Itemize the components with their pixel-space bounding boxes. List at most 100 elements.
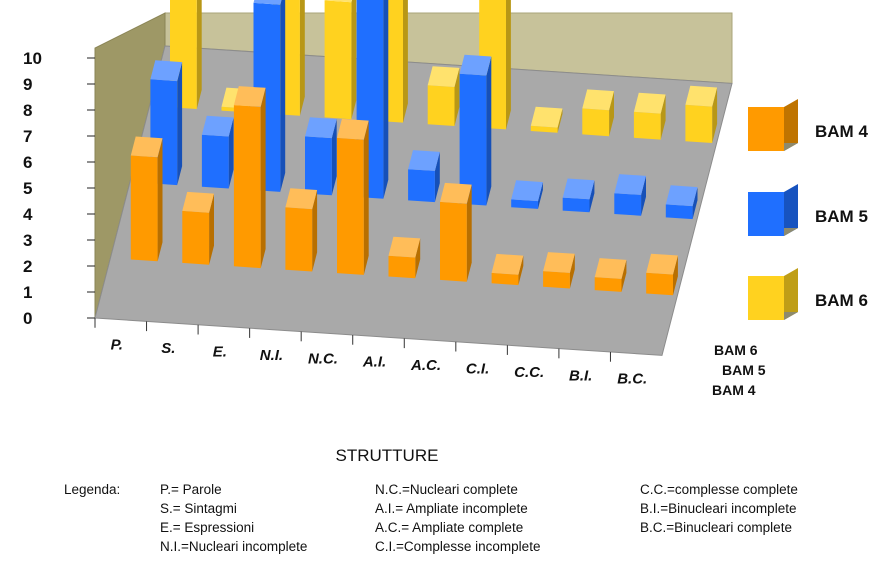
- bar-side: [196, 0, 202, 109]
- y-tick-label: 9: [23, 75, 32, 94]
- bar-top: [233, 86, 266, 107]
- abbreviation-key: Legenda: P.= Parole S.= Sintagmi E.= Espres…: [64, 482, 798, 554]
- legenda-entry: E.= Espressioni: [160, 520, 254, 535]
- bar-side: [383, 0, 389, 199]
- depth-label: BAM 4: [712, 382, 756, 398]
- legend-item-bam-6: BAM 6: [748, 268, 868, 320]
- bar-bam-5-bc: [665, 185, 698, 220]
- bar-bam-5-s: [201, 115, 234, 189]
- y-tick-label: 5: [23, 179, 32, 198]
- bar-top: [562, 178, 595, 200]
- bar-side: [589, 180, 595, 213]
- bar-bam-4-p: [130, 136, 163, 262]
- bar-side: [415, 238, 421, 279]
- bar-side: [228, 117, 234, 189]
- bar-top: [614, 174, 646, 195]
- bar-top: [150, 60, 183, 82]
- bar-side: [331, 119, 337, 196]
- bar-bam-4-cc: [543, 252, 575, 289]
- legenda-entry: N.I.=Nucleari incomplete: [160, 539, 307, 554]
- bar-bam-5-nc: [356, 0, 389, 199]
- bar-front: [459, 73, 487, 206]
- bar-top: [440, 182, 472, 204]
- legenda-entry: A.I.= Ampliate incomplete: [375, 501, 528, 516]
- bar-side: [157, 138, 163, 262]
- bar-side: [363, 120, 369, 275]
- bar-top: [594, 258, 627, 279]
- depth-axis: BAM 6 BAM 5 BAM 4: [712, 342, 766, 398]
- bar-bam-6-bi: [633, 92, 666, 140]
- bar-front: [562, 197, 590, 213]
- bar-side: [660, 94, 666, 140]
- bar-front: [324, 0, 352, 120]
- bar-front: [201, 134, 229, 189]
- bar-top: [459, 54, 492, 76]
- bar-side: [641, 175, 646, 216]
- y-tick-label: 1: [23, 283, 32, 302]
- bar-side: [506, 0, 511, 130]
- legend-label: BAM 4: [815, 122, 868, 141]
- bar-side: [486, 56, 492, 206]
- x-tick-label: A.I.: [362, 354, 386, 371]
- bar-top: [543, 252, 575, 273]
- bar-top: [646, 253, 678, 275]
- bar-side: [403, 0, 408, 123]
- depth-label: BAM 5: [722, 362, 766, 378]
- bar-front: [633, 111, 661, 140]
- legend: BAM 4 BAM 5 BAM 6: [748, 99, 868, 320]
- x-tick-label: E.: [213, 344, 227, 361]
- bar-front: [285, 207, 313, 272]
- bar-bam-4-ni: [285, 188, 318, 272]
- y-tick-label: 8: [23, 101, 32, 120]
- bar-front: [530, 125, 558, 133]
- bar-bam-4-s: [182, 191, 214, 265]
- bar-top: [201, 115, 234, 137]
- y-tick-label: 0: [23, 309, 32, 328]
- bar-front: [408, 169, 435, 203]
- y-axis: 0 1 2 3 4 5 6 7 8 9 10: [23, 49, 95, 328]
- bar-side: [260, 87, 266, 269]
- bar-top: [633, 92, 666, 114]
- bar-bam-4-e: [233, 86, 266, 269]
- x-axis: P. S. E. N.I. N.C. A.I. A.C. C.I. C.C. B.I. B.C.: [94, 318, 647, 388]
- x-tick-label: B.C.: [617, 371, 647, 388]
- x-tick-label: N.I.: [260, 347, 283, 364]
- x-tick-label: S.: [161, 340, 175, 357]
- legenda-entry: B.I.=Binucleari incomplete: [640, 501, 796, 516]
- bar-side: [351, 0, 357, 120]
- bar-top: [253, 0, 282, 5]
- x-tick-label: A.C.: [410, 357, 441, 374]
- bar-top: [408, 150, 440, 171]
- bar-front: [233, 105, 261, 269]
- bar-side: [299, 0, 305, 116]
- bar-side: [177, 62, 183, 186]
- bar-front: [491, 272, 519, 286]
- y-tick-label: 10: [23, 49, 42, 68]
- y-tick-label: 2: [23, 257, 32, 276]
- x-tick-label: C.C.: [514, 364, 544, 381]
- bar-front: [440, 201, 467, 282]
- legend-swatch-side: [784, 184, 798, 236]
- bar-side: [557, 108, 563, 133]
- bar-front: [685, 104, 713, 143]
- bar-front: [182, 210, 210, 265]
- bar-side: [609, 91, 614, 137]
- bar-bam-4-ai: [388, 236, 421, 279]
- legenda-title: Legenda:: [64, 482, 120, 497]
- bar-side: [712, 87, 718, 143]
- bar-front: [305, 136, 332, 196]
- x-tick-label: P.: [111, 337, 123, 354]
- bar-bam-5-ac: [459, 54, 492, 206]
- bar-top: [324, 0, 352, 3]
- x-tick-label: C.I.: [466, 361, 489, 378]
- bar-bam-5-ai: [408, 150, 440, 203]
- bar-top: [285, 188, 318, 210]
- bar-front: [594, 277, 622, 292]
- bar-side: [569, 253, 575, 289]
- bar-front: [427, 85, 455, 126]
- bar-top: [491, 253, 524, 275]
- bar-top: [511, 180, 543, 202]
- bar-bam-5-cc: [562, 178, 595, 213]
- bar-side: [280, 0, 286, 192]
